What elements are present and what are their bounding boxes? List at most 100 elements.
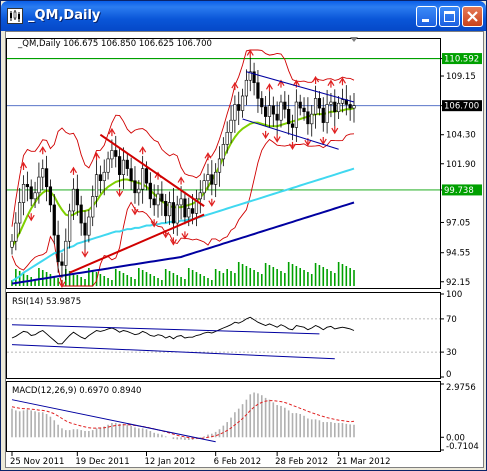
fractal-down-marker xyxy=(331,126,339,135)
candle-body xyxy=(275,113,279,121)
x-axis-label: 21 Mar 2012 xyxy=(337,457,391,467)
fractal-up-marker xyxy=(292,79,300,88)
fractal-down-marker xyxy=(58,279,66,288)
candle-body xyxy=(37,176,41,194)
macd-axis-label: 0.00 xyxy=(446,433,465,443)
minimize-icon xyxy=(422,19,429,22)
candle-body xyxy=(141,168,145,190)
fractal-up-marker xyxy=(327,79,335,88)
fractal-down-marker xyxy=(81,249,89,258)
candle-body xyxy=(175,204,179,224)
candle-body xyxy=(164,200,168,217)
bollinger-lower-line xyxy=(11,133,355,287)
fractal-down-marker xyxy=(273,134,281,143)
candle-body xyxy=(260,98,264,108)
candle-body xyxy=(313,98,318,115)
price-axis-label: 92.15 xyxy=(446,278,470,288)
candle-body xyxy=(44,168,49,188)
candle-body xyxy=(10,240,14,248)
svg-text:110.592: 110.592 xyxy=(444,55,479,65)
candle-body xyxy=(48,186,53,206)
candle-body xyxy=(337,102,341,113)
candle-body xyxy=(14,222,18,242)
candle-body xyxy=(156,193,160,206)
fractal-up-marker xyxy=(39,146,47,155)
fractal-up-marker xyxy=(338,77,346,86)
fractal-down-marker xyxy=(289,141,297,150)
candle-body xyxy=(148,182,152,200)
candle-body xyxy=(83,222,87,236)
candle-body xyxy=(340,99,345,104)
candle-body xyxy=(271,105,275,115)
candle-body xyxy=(283,101,287,110)
fractal-down-marker xyxy=(131,207,139,216)
maximize-button[interactable] xyxy=(439,6,460,27)
candle-body xyxy=(306,111,310,125)
candle-body xyxy=(217,158,222,173)
fractal-up-marker xyxy=(20,161,28,170)
candle-body xyxy=(91,196,95,218)
fractal-up-marker xyxy=(312,75,320,85)
candle-body xyxy=(114,150,118,157)
price-plot: 109.15 104.30 101.90 97.05 94.55 92.15 xyxy=(7,49,476,288)
chart-canvas[interactable]: 109.15 104.30 101.90 97.05 94.55 92.15 100 70 3… xyxy=(6,32,483,467)
candle-body xyxy=(56,234,60,263)
fractal-up-marker xyxy=(177,176,185,185)
candle-body xyxy=(106,158,110,173)
price-axis-label: 104.30 xyxy=(446,131,476,141)
macd-plot: 2.9756 0.00-0.7104 25 Nov 2011 19 Dec 2011 1… xyxy=(10,383,479,467)
candle-body xyxy=(125,159,129,169)
x-axis-label: 28 Feb 2012 xyxy=(275,457,328,467)
candle-body xyxy=(206,174,210,182)
candle-body xyxy=(310,113,314,125)
candle-body xyxy=(21,184,26,203)
rsi-plot: 100 70 30 0 xyxy=(7,290,462,380)
candle-body xyxy=(302,107,306,113)
macd-axis-label: -0.7104 xyxy=(446,442,479,452)
chart-area[interactable]: 109.15 104.30 101.90 97.05 94.55 92.15 100 70 3… xyxy=(5,31,484,468)
candle-body xyxy=(152,198,156,206)
rsi-axis-label: 30 xyxy=(446,348,457,358)
candle-body xyxy=(240,95,245,111)
candle-body xyxy=(102,171,106,182)
channel-lower-line xyxy=(242,118,339,150)
fractal-down-marker xyxy=(262,130,270,140)
fractal-down-marker xyxy=(116,189,124,198)
candle-body xyxy=(94,174,99,197)
fractal-up-marker xyxy=(204,152,212,161)
candle-body xyxy=(129,168,133,182)
candle-body xyxy=(98,174,102,182)
candle-body xyxy=(133,180,137,194)
candle-body xyxy=(252,71,256,83)
candle-body xyxy=(198,192,202,200)
macd-panel-frame xyxy=(6,381,441,452)
rsi-panel-frame xyxy=(6,292,441,379)
title-bar[interactable]: _QM,Daily xyxy=(1,1,486,31)
candle-body xyxy=(298,101,302,109)
candle-body xyxy=(352,105,356,109)
chart-app-icon xyxy=(7,8,23,24)
close-button[interactable] xyxy=(462,6,483,27)
candle-body xyxy=(87,216,91,236)
svg-text:106.700: 106.700 xyxy=(444,102,479,112)
candle-body xyxy=(121,159,126,175)
candle-body xyxy=(244,79,249,97)
rsi-line xyxy=(11,316,355,345)
rsi-trendline-lower xyxy=(11,344,335,360)
minimize-button[interactable] xyxy=(416,6,437,27)
price-panel-header: _QM,Daily 106.675 106.850 106.625 106.70… xyxy=(17,39,212,49)
price-badge-high: 110.592 xyxy=(442,53,482,65)
rsi-axis-label: 100 xyxy=(446,290,462,300)
candle-body xyxy=(237,104,241,111)
shift-marker-icon[interactable] xyxy=(350,37,358,42)
ma-mid-line xyxy=(11,167,355,283)
rsi-axis-label: 70 xyxy=(446,315,457,325)
candle-body xyxy=(329,101,333,105)
candle-body xyxy=(33,192,37,200)
x-axis-label: 6 Feb 2012 xyxy=(214,457,261,467)
fractal-down-marker xyxy=(150,219,158,228)
candle-body xyxy=(18,202,22,224)
rsi-axis-label: 0 xyxy=(446,370,451,380)
candle-body xyxy=(267,105,272,117)
